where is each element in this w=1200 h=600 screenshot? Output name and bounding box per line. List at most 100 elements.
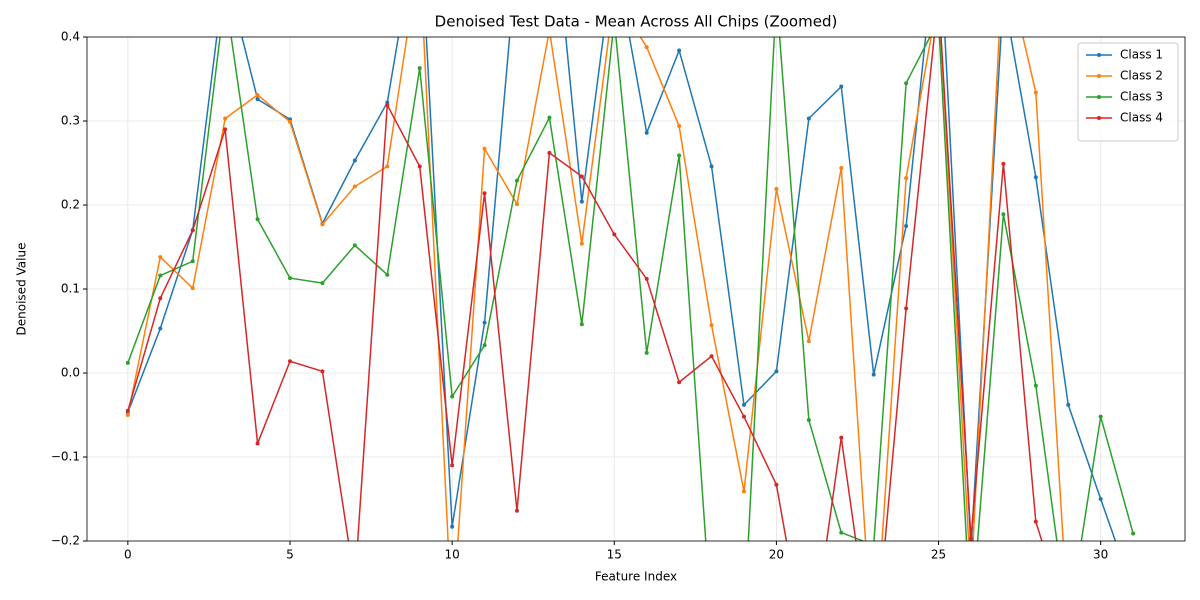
data-point [255,217,260,222]
data-point [482,343,487,348]
legend-marker [1097,74,1101,78]
data-point [547,150,552,155]
data-point [514,178,519,183]
data-point [158,326,163,331]
data-point [287,276,292,281]
y-axis-label: Denoised Value [15,243,29,336]
data-point [644,276,649,281]
legend: Class 1 Class 2 Class 3 Class 4 [1077,42,1179,142]
data-point [1001,161,1006,166]
data-point [158,273,163,278]
data-point [1033,90,1038,95]
data-point [385,164,390,169]
x-tick-label: 20 [769,548,784,562]
data-point [806,418,811,423]
data-point [741,414,746,419]
data-point [352,184,357,189]
series-line [127,37,1043,541]
x-tick-label: 30 [1093,548,1108,562]
y-tick-label: −0.1 [51,450,80,464]
plot-area [125,37,1136,541]
data-point [806,116,811,121]
data-point [287,359,292,364]
data-point [579,174,584,179]
data-point [255,97,260,102]
data-point [677,153,682,158]
x-tick-label: 15 [607,548,622,562]
data-point [709,164,714,169]
data-point [482,146,487,151]
y-tick-label: 0.1 [61,282,80,296]
data-point [904,306,909,311]
data-point [1131,531,1136,536]
data-point [450,463,455,468]
data-point [385,103,390,108]
series-line [127,37,1134,541]
data-point [514,202,519,207]
data-point [741,489,746,494]
data-point [482,191,487,196]
data-point [774,482,779,487]
data-point [255,441,260,446]
data-point [417,66,422,71]
data-point [579,322,584,327]
data-point [320,369,325,374]
data-point [709,323,714,328]
data-point [125,408,130,413]
data-point [352,158,357,163]
x-tick-label: 25 [931,548,946,562]
data-point [774,369,779,374]
legend-marker [1097,95,1101,99]
data-point [644,350,649,355]
data-point [190,286,195,291]
data-point [806,339,811,344]
data-point [158,255,163,260]
x-tick-label: 10 [444,548,459,562]
data-point [579,199,584,204]
data-point [904,176,909,181]
legend-label: Class 4 [1120,111,1163,125]
data-point [839,435,844,440]
data-point [612,232,617,237]
data-point [677,380,682,385]
y-tick-label: −0.2 [51,534,80,548]
chart-title: Denoised Test Data - Mean Across All Chi… [435,13,838,31]
data-point [417,164,422,169]
data-point [904,224,909,228]
x-axis-label: Feature Index [595,570,677,584]
data-point [190,259,195,264]
legend-box [1077,42,1179,142]
data-point [158,296,163,301]
data-point [579,241,584,246]
data-point [190,228,195,233]
series-line [127,37,1064,541]
data-point [677,124,682,129]
data-point [774,187,779,192]
data-point [741,402,746,407]
data-point [352,243,357,248]
data-point [223,127,228,132]
data-point [1066,402,1071,407]
x-tick-label: 0 [124,548,132,562]
data-point [1033,383,1038,388]
data-point [1098,497,1103,501]
data-point [1098,414,1103,419]
data-point [320,222,325,227]
plot-frame [86,36,1186,542]
y-tick-label: 0.4 [61,30,80,44]
data-point [1033,519,1038,524]
legend-marker [1097,53,1101,57]
data-point [644,130,649,135]
legend-label: Class 3 [1120,90,1163,104]
data-point [677,48,682,53]
data-point [320,281,325,286]
data-point [125,413,130,417]
y-tick-label: 0.2 [61,198,80,212]
data-point [223,116,228,121]
data-point [450,394,455,399]
data-point [644,45,649,50]
legend-label: Class 2 [1120,69,1163,83]
data-point [968,536,973,541]
